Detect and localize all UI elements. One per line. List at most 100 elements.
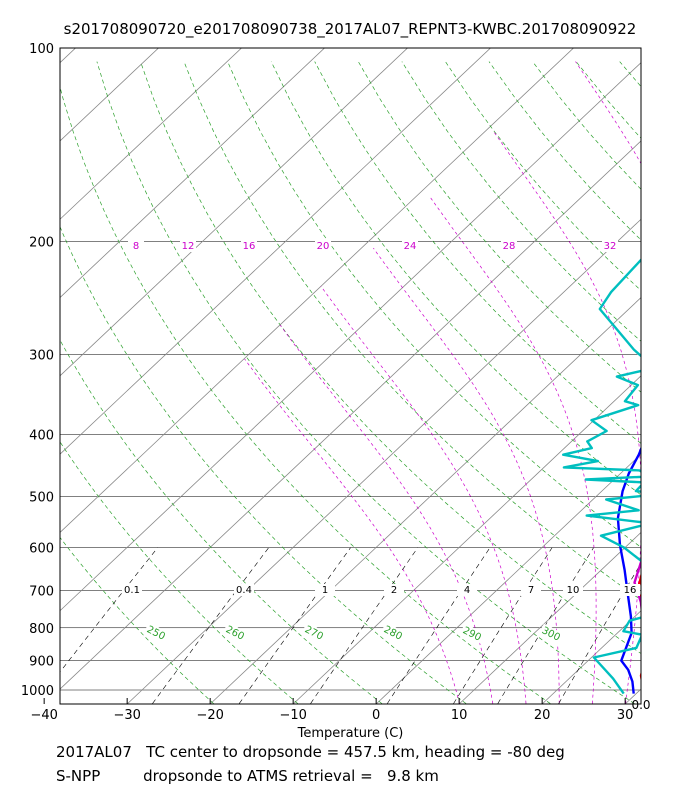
dry-adiabat-line [60,339,383,704]
mixing-ratio-label: 10 [567,585,580,596]
isotherm-line [60,48,492,455]
y-tick-label: 200 [29,235,54,250]
mixing-ratio-label: 2 [391,585,397,596]
dry-adiabat-line [532,61,641,190]
isotherm-line [60,48,243,220]
y-tick-label: 700 [29,585,54,600]
series-red-line [636,572,641,683]
dry-adiabat-line [663,62,700,704]
mixing-ratio-label-bg [457,584,477,596]
moist-adiabat-label: 8 [133,241,139,252]
mixing-ratio-line [60,547,158,673]
series-blue-line [616,445,641,694]
moist-adiabat-label: 24 [404,241,417,252]
moist-adiabat-label: 12 [182,241,195,252]
footer-line-2: S-NPP dropsonde to ATMS retrieval = 9.8 … [56,767,439,785]
moist-adiabat-line [320,285,527,704]
mixing-ratio-label: 0.4 [236,585,252,596]
corner-label: 0.0 [631,698,650,712]
x-tick-label: 0 [372,708,380,723]
mixing-ratio-label: 7 [528,585,534,596]
isotherm-line [210,296,641,704]
isotherm-line [127,218,641,704]
mixing-ratio-label-bg [384,584,404,596]
moist-adiabat-label-bg [402,240,418,252]
moist-adiabat-line [692,48,700,704]
mixing-ratio-label: 16 [624,585,637,596]
mixing-ratio-line [497,547,594,704]
isotherm-line [60,140,641,690]
series-cyan-line [562,258,641,695]
dry-adiabat-line [140,61,641,654]
x-tick-label: 30 [617,708,634,723]
dry-adiabat-line [357,61,641,393]
dry-adiabat-line [96,61,635,704]
mixing-ratio-label: 1 [322,585,328,596]
x-tick-label: 10 [451,708,468,723]
isotherm-line [293,375,641,704]
footer-line-1: 2017AL07 TC center to dropsonde = 457.5 … [56,743,565,761]
moist-adiabat-line [429,195,597,704]
moist-adiabat-label-bg [241,240,257,252]
mixing-ratio-label-bg [521,584,541,596]
x-tick-label: −40 [30,708,57,723]
isotherm-line [60,48,77,64]
mixing-ratio-line [558,562,641,704]
chart-title: s201708090720_e201708090738_2017AL07_REP… [63,20,637,38]
dry-adiabat-line [270,61,641,496]
dry-adiabat-label-bg [301,622,327,644]
mixing-ratio-line [310,547,419,704]
mixing-ratio-label: 0.1 [124,585,140,596]
dry-adiabat-line [183,61,641,601]
dry-adiabat-line [60,225,467,704]
mixing-ratio-line [238,547,351,704]
mixing-ratio-label-bg [122,584,142,596]
moist-adiabat-label-bg [602,240,618,252]
y-tick-label: 500 [29,491,54,506]
moist-adiabat-label: 32 [604,241,617,252]
plot-frame [59,47,642,705]
isotherm-line [60,48,409,377]
moist-adiabat-line [279,324,494,704]
mixing-ratio-line [152,547,269,704]
isotherm-line [60,62,641,612]
dry-adiabat-label-bg [380,622,406,644]
moist-adiabat-label-bg [315,240,331,252]
moist-adiabat-label: 20 [317,241,330,252]
x-tick-label: 20 [534,708,551,723]
x-tick-label: −10 [279,708,306,723]
dry-adiabat-label-bg [538,623,564,645]
moist-adiabat-line [373,247,560,704]
y-tick-label: 600 [29,542,54,557]
moist-adiabat-label-bg [128,240,144,252]
dry-adiabat-line [488,61,641,241]
isotherm-line [0,34,8,704]
dry-adiabat-line [60,536,214,704]
moist-adiabat-label: 28 [503,241,516,252]
moist-adiabat-label-bg [501,240,517,252]
dry-adiabat-line [445,61,641,291]
mixing-ratio-label-bg [315,584,335,596]
mixing-ratio-label-bg [563,584,583,596]
mixing-ratio-label: 4 [464,585,470,596]
dry-adiabat-line [60,441,299,704]
dry-adiabat-label-bg [222,622,248,644]
mixing-ratio-line [387,547,491,704]
dry-adiabat-line [227,61,641,548]
isotherm-line [60,48,326,299]
dry-adiabat-line [60,85,551,704]
x-axis-label: Temperature (C) [297,726,404,741]
x-tick-label: −20 [196,708,223,723]
moist-adiabat-line [493,131,641,704]
y-tick-label: 900 [29,655,54,670]
dry-adiabat-label-bg [459,623,485,645]
moist-adiabat-label: 16 [243,241,256,252]
x-tick-label: −30 [113,708,140,723]
y-tick-label: 800 [29,622,54,637]
mixing-ratio-label-bg [620,584,640,596]
mixing-ratio-label-bg [234,584,254,596]
y-tick-label: 400 [29,429,54,444]
y-tick-label: 300 [29,348,54,363]
isotherm-line [60,48,160,142]
